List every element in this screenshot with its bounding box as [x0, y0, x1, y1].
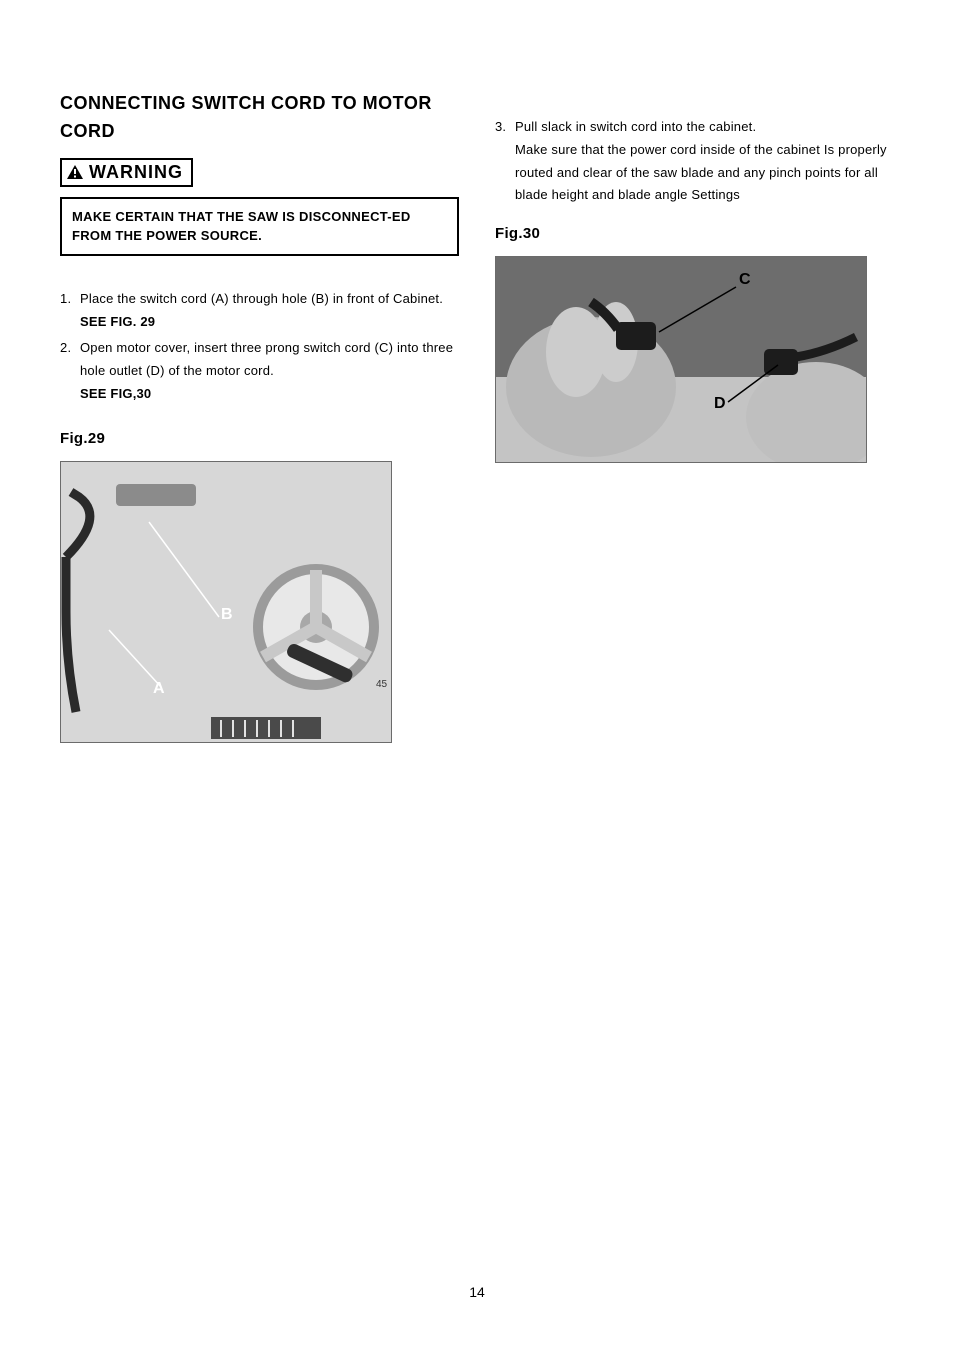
step-1-ref: SEE FIG. 29: [80, 314, 155, 329]
warning-label: WARNING: [60, 158, 193, 187]
fig29-callout-b: B: [221, 606, 233, 624]
step-3-lead: Pull slack in switch cord into the cabin…: [515, 119, 756, 134]
fig30-label: Fig.30: [495, 225, 894, 242]
step-2: Open motor cover, insert three prong swi…: [60, 337, 459, 405]
step-3-block: 3. Pull slack in switch cord into the ca…: [495, 116, 894, 207]
step-2-text: Open motor cover, insert three prong swi…: [80, 340, 453, 378]
figure-29-illustration: 45: [61, 462, 391, 742]
figure-29: 45 A B: [60, 461, 392, 743]
figure-30: C D: [495, 256, 867, 463]
fig29-callout-a: A: [153, 680, 165, 698]
step-3-number: 3.: [495, 116, 515, 139]
step-2-ref: SEE FIG,30: [80, 386, 151, 401]
svg-text:45: 45: [376, 679, 388, 690]
step-1-text: Place the switch cord (A) through hole (…: [80, 291, 443, 306]
step-1: Place the switch cord (A) through hole (…: [60, 288, 459, 334]
warning-label-text: WARNING: [89, 162, 183, 183]
warning-body-text: MAKE CERTAIN THAT THE SAW IS DISCONNECT-…: [60, 197, 459, 256]
instruction-steps: Place the switch cord (A) through hole (…: [60, 288, 459, 406]
page-number: 14: [0, 1284, 954, 1300]
step-3-body: Make sure that the power cord inside of …: [495, 139, 894, 207]
warning-triangle-icon: [66, 164, 84, 180]
section-heading: CONNECTING SWITCH CORD TO MOTOR CORD: [60, 90, 459, 146]
fig30-callout-c: C: [739, 271, 751, 289]
figure-30-illustration: [496, 257, 866, 462]
fig30-callout-d: D: [714, 395, 726, 413]
fig29-label: Fig.29: [60, 430, 459, 447]
warning-block: WARNING MAKE CERTAIN THAT THE SAW IS DIS…: [60, 158, 459, 256]
